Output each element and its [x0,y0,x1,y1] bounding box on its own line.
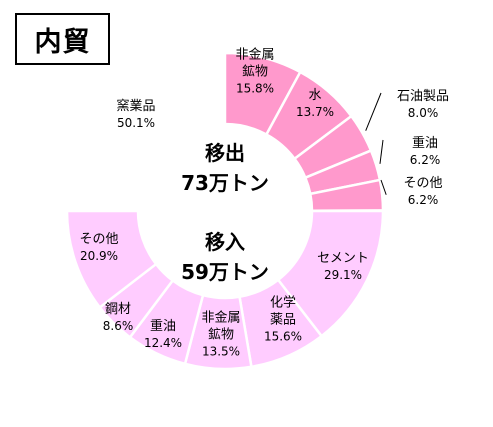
inner-slice-label-2-line-0: 非金属 [201,310,240,326]
inner-slice-label-2-line-1: 鉱物 [208,327,234,343]
leader-line-4 [380,179,387,195]
inner-slice-label-5-line-0: その他 [79,232,118,247]
outer-slice-label-5-line-0: 窯業品 [116,98,155,114]
inner-slice-label-2-line-2: 13.5% [202,345,240,359]
outer-slice-label-3-line-1: 6.2% [410,153,441,167]
title-box: 内貿 [15,13,110,65]
outer-center-label-line2: 73万トン [181,171,269,195]
outer-slice-label-0-line-0: 非金属 [235,47,274,63]
page-title: 内貿 [34,26,91,58]
inner-slice-label-0-line-1: 29.1% [324,268,362,282]
slices-layer [65,51,385,371]
inner-slice-label-1-line-0: 化学 [270,295,296,311]
inner-slice-label-5-line-1: 20.9% [80,249,118,263]
inner-slice-label-1-line-2: 15.6% [264,330,302,344]
inner-slice-label-3-line-1: 12.4% [144,336,182,350]
leader-line-3 [379,139,384,164]
outer-slice-label-3-line-0: 重油 [412,135,438,151]
inner-slice-label-3-line-0: 重油 [150,318,176,334]
outer-slice-label-4-line-1: 6.2% [408,193,439,207]
inner-slice-label-0-line-0: セメント [317,251,369,266]
inner-center-label-line1: 移入 [205,230,245,254]
inner-slice-label-1-line-1: 薬品 [270,313,296,328]
inner-slice-label-4-line-1: 8.6% [103,319,134,333]
outer-slice-label-0-line-1: 鉱物 [242,64,268,80]
outer-slice-label-1-line-0: 水 [308,88,321,103]
outer-slice-label-2-line-0: 石油製品 [397,89,449,104]
outer-slice-label-1-line-1: 13.7% [296,105,334,119]
inner-slice-5 [65,209,158,310]
leader-line-2 [365,92,382,131]
outer-center-label-line1: 移出 [205,141,245,165]
leader-lines [365,92,387,195]
outer-slice-label-2-line-1: 8.0% [408,106,439,120]
outer-slice-label-4-line-0: その他 [403,176,442,191]
outer-slice-label-5-line-1: 50.1% [117,116,155,130]
outer-slice-label-0-line-2: 15.8% [236,82,274,96]
inner-center-label-line2: 59万トン [181,260,269,284]
inner-slice-label-4-line-0: 鋼材 [105,302,131,317]
